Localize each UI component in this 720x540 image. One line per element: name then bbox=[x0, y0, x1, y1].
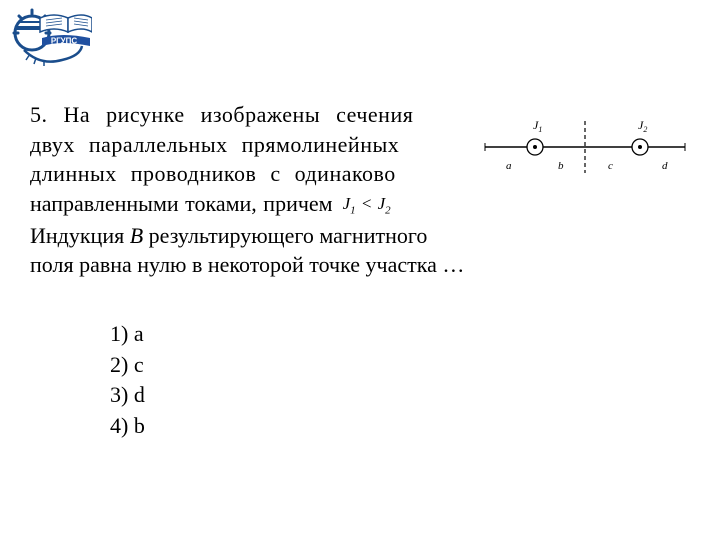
university-logo: РГУПС bbox=[12, 8, 92, 78]
followup-text: Индукция B результирующего магнитного по… bbox=[30, 221, 690, 280]
question-number: 5. bbox=[30, 102, 48, 127]
svg-text:c: c bbox=[608, 160, 613, 172]
svg-text:РГУПС: РГУПС bbox=[51, 37, 78, 46]
inequality-formula: J1 < J2 bbox=[343, 193, 391, 218]
conductors-diagram: J1 J2 a b c d bbox=[480, 105, 690, 185]
svg-text:J1: J1 bbox=[533, 118, 542, 134]
svg-text:b: b bbox=[558, 160, 564, 172]
svg-text:d: d bbox=[662, 160, 668, 172]
answer-option-2: 2) c bbox=[110, 351, 690, 380]
answer-option-3: 3) d bbox=[110, 381, 690, 410]
answer-option-1: 1) a bbox=[110, 320, 690, 349]
question-text: 5. На рисунке изображены сечения двух па… bbox=[30, 100, 480, 219]
answer-options: 1) a 2) c 3) d 4) b bbox=[110, 320, 690, 440]
svg-text:a: a bbox=[506, 160, 512, 172]
svg-text:J2: J2 bbox=[638, 118, 647, 134]
answer-option-4: 4) b bbox=[110, 412, 690, 441]
